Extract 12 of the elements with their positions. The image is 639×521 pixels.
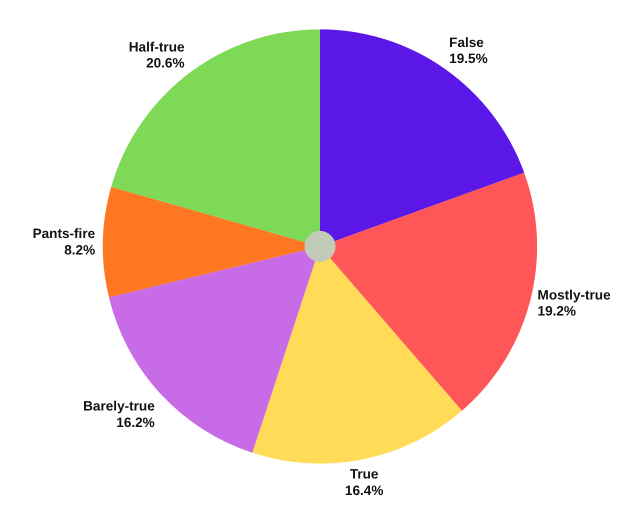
data-label: 8.2% <box>64 242 96 258</box>
data-label: 20.6% <box>146 56 185 71</box>
data-label: 16.2% <box>116 414 155 430</box>
slice-label: Mostly-true <box>538 287 612 302</box>
slice-label: False <box>449 34 484 50</box>
data-label: 19.5% <box>449 51 488 66</box>
slice-label: Half-true <box>128 39 185 54</box>
data-label: 19.2% <box>538 304 576 319</box>
slice-label: Pants-fire <box>32 226 96 241</box>
data-label: 16.4% <box>344 482 384 498</box>
slice-label: True <box>350 466 379 482</box>
slice-label: Barely-true <box>83 398 156 414</box>
